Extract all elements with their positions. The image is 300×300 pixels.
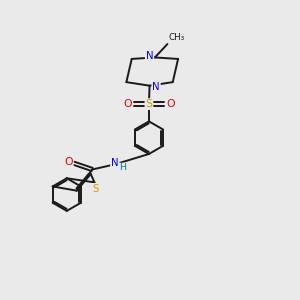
Text: H: H (120, 164, 127, 172)
Text: N: N (146, 51, 153, 61)
Text: O: O (123, 98, 132, 109)
Text: N: N (152, 82, 160, 92)
Text: N: N (111, 158, 118, 168)
Text: S: S (146, 99, 152, 109)
Text: CH₃: CH₃ (169, 33, 185, 42)
Text: O: O (166, 98, 175, 109)
Text: O: O (64, 157, 73, 167)
Text: S: S (93, 184, 99, 194)
